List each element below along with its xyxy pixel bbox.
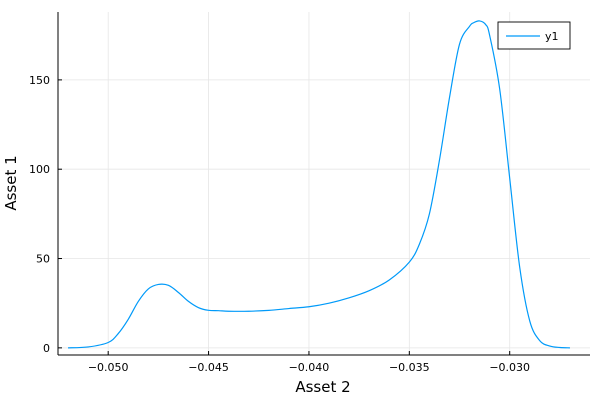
legend: y1 bbox=[497, 21, 571, 50]
y-axis-title: Asset 1 bbox=[2, 155, 20, 210]
x-tick-label: −0.045 bbox=[188, 361, 229, 374]
y-tick-label: 150 bbox=[29, 74, 50, 87]
x-tick-label: −0.040 bbox=[289, 361, 330, 374]
series bbox=[68, 20, 570, 349]
tick-labels: −0.050 −0.045 −0.040 −0.035 −0.030 0 50 100 150 bbox=[29, 74, 530, 374]
y-tick-label: 50 bbox=[36, 253, 50, 266]
x-tick-label: −0.050 bbox=[88, 361, 129, 374]
x-axis-title: Asset 2 bbox=[295, 378, 350, 396]
x-tick-label: −0.035 bbox=[389, 361, 430, 374]
y-tick-label: 0 bbox=[43, 342, 50, 355]
axes bbox=[57, 12, 590, 356]
series-line-y1 bbox=[68, 20, 570, 349]
y-tick-label: 100 bbox=[29, 163, 50, 176]
x-tick-label: −0.030 bbox=[489, 361, 530, 374]
legend-series-label: y1 bbox=[545, 30, 559, 43]
